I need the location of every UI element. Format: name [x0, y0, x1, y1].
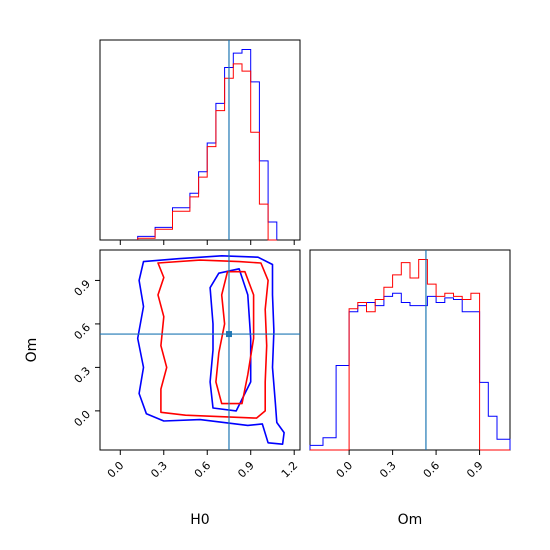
hist-h0-series	[137, 49, 278, 241]
x-tick-label: 0.3	[377, 459, 399, 481]
x-tick-label: 0.3	[148, 459, 170, 481]
hist-om-series	[309, 259, 511, 451]
contour-line	[136, 255, 285, 445]
contour-y-ticks: 0.0 0.3 0.6 0.9	[72, 277, 100, 429]
contour-x-ticks: 0.0 0.3 0.6 0.9 1.2	[105, 450, 300, 480]
hist-h0-ticks	[119, 240, 295, 245]
x-tick-label: 0.9	[464, 459, 486, 481]
panel-hist-om: 0.0 0.3 0.6 0.9	[309, 249, 511, 480]
contour-series	[136, 255, 285, 445]
panel-frame	[309, 249, 511, 451]
contour-line	[209, 268, 252, 412]
histogram-step	[310, 259, 510, 451]
contour-line	[215, 270, 255, 405]
histogram-step	[137, 49, 278, 240]
contour-line	[157, 259, 269, 419]
y-axis-label-om: Om	[24, 338, 40, 363]
y-tick-label: 0.9	[72, 277, 94, 299]
panel-frame	[99, 39, 301, 241]
panel-contour-h0-om: 0.0 0.3 0.6 0.9 1.2 0.0 0.3 0.6 0.9	[72, 249, 301, 480]
x-tick-label: 0.9	[235, 459, 257, 481]
truth-marker	[225, 331, 232, 338]
hist-om-ticks: 0.0 0.3 0.6 0.9	[334, 450, 486, 480]
y-tick-label: 0.3	[72, 364, 94, 386]
panel-frame	[99, 249, 301, 451]
x-axis-label-om: Om	[398, 512, 423, 528]
y-tick-label: 0.6	[72, 321, 94, 343]
x-tick-label: 0.0	[334, 459, 356, 481]
panel-hist-h0	[99, 39, 301, 245]
y-tick-label: 0.0	[72, 408, 94, 430]
truth-point	[225, 331, 232, 338]
x-tick-label: 0.6	[192, 459, 214, 481]
x-tick-label: 1.2	[279, 459, 301, 481]
histogram-step	[137, 63, 277, 241]
x-tick-label: 0.6	[421, 459, 443, 481]
x-axis-label-h0: H0	[190, 512, 209, 528]
x-tick-label: 0.0	[105, 459, 127, 481]
